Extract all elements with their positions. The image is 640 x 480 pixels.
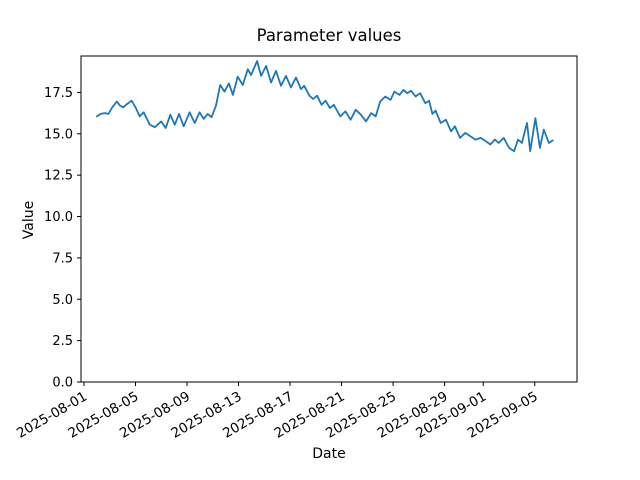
y-tick-label: 15.0 (44, 127, 73, 142)
y-tick-label: 10.0 (44, 210, 73, 225)
axes-frame (80, 55, 578, 383)
chart-title: Parameter values (256, 26, 402, 45)
y-tick-label: 12.5 (44, 169, 73, 184)
y-tick-label: 2.5 (52, 334, 73, 349)
y-axis-label: Value (21, 200, 37, 240)
x-axis-label: Date (312, 446, 346, 462)
y-tick-label: 17.5 (44, 86, 73, 101)
data-line (95, 60, 554, 153)
y-tick-label: 0.0 (52, 376, 73, 391)
y-tick-label: 5.0 (52, 293, 73, 308)
y-tick-label: 7.5 (52, 251, 73, 266)
